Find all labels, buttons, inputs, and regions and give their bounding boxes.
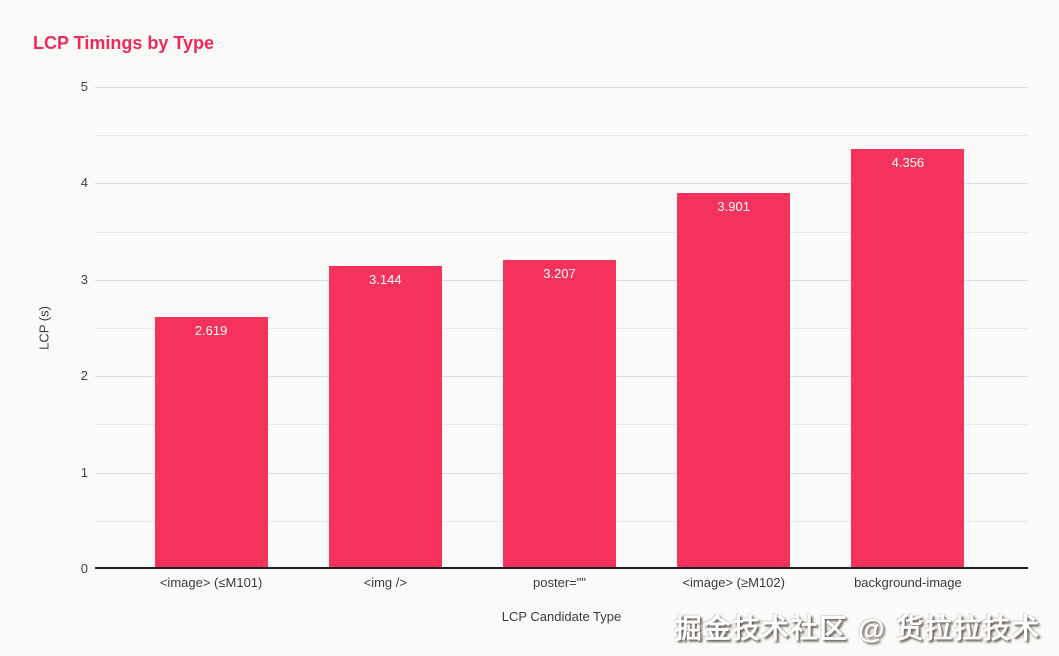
x-axis-tick-labels: <image> (≤M101) <img /> poster="" <image> (…: [124, 575, 995, 590]
y-tick-label: 2: [80, 368, 88, 384]
x-tick-label: poster="": [533, 575, 586, 590]
bar-4: 3.901: [677, 192, 791, 569]
y-tick-label: 1: [80, 464, 88, 480]
bars-row: 2.619 3.144 3.207 3.901 4.356: [124, 87, 995, 569]
bar-slot: 4.356: [821, 87, 995, 569]
bar-5: 4.356: [851, 149, 965, 569]
x-axis-title: LCP Candidate Type: [501, 609, 622, 624]
major-gridline: [95, 183, 1028, 185]
major-gridline: [95, 87, 1028, 88]
y-tick-label: 3: [80, 271, 88, 287]
x-tick-label: <image> (≥M102): [682, 575, 785, 590]
x-axis-baseline: [95, 567, 1028, 569]
bar-3: 3.207: [503, 259, 616, 569]
y-tick-label: 0: [80, 561, 88, 576]
bar-slot: 3.144: [298, 87, 472, 569]
y-tick-label: 5: [80, 79, 88, 94]
bar-value-label: 3.144: [369, 271, 402, 287]
y-axis-ticks: 0 1 2 3 4 5: [0, 79, 88, 576]
watermark: 掘金技术社区 @ 货拉拉技术: [674, 614, 1041, 644]
bar-slot: 3.901: [647, 87, 821, 569]
x-tick-label: <img />: [363, 575, 407, 590]
bar-1: 2.619: [154, 316, 268, 569]
y-tick-label: 4: [80, 175, 88, 191]
bar-value-label: 3.901: [717, 198, 750, 214]
bar-slot: 2.619: [124, 87, 298, 569]
bar-value-label: 4.356: [891, 155, 925, 171]
chart-title: LCP Timings by Type: [33, 33, 215, 53]
x-tick-label: <image> (≤M101): [159, 575, 263, 590]
minor-gridline: [95, 135, 1028, 137]
bar-slot: 3.207: [472, 87, 646, 569]
bar-2: 3.144: [328, 265, 442, 569]
plot-area: 2.619 3.144 3.207 3.901 4.356: [95, 87, 1028, 569]
x-tick-label: background-image: [854, 575, 962, 590]
minor-gridline: [95, 231, 1028, 233]
y-axis-title: LCP (s): [36, 306, 52, 350]
bar-value-label: 3.207: [543, 265, 576, 281]
bar-value-label: 2.619: [194, 322, 228, 338]
